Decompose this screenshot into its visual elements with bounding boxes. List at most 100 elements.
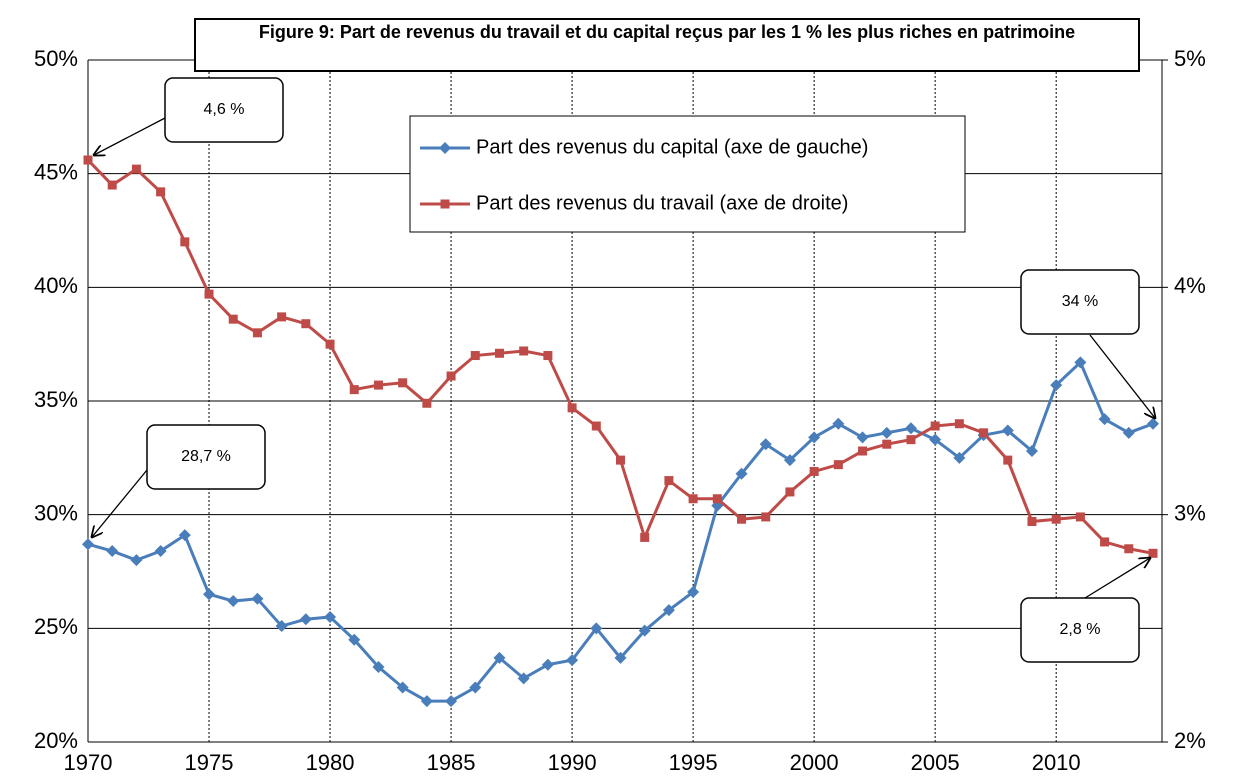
point bbox=[493, 651, 506, 664]
point bbox=[422, 398, 432, 408]
point bbox=[785, 487, 795, 497]
point bbox=[1074, 356, 1087, 369]
x-tick-label: 1995 bbox=[669, 750, 718, 775]
point bbox=[178, 529, 191, 542]
point bbox=[204, 289, 214, 299]
x-tick-label: 2010 bbox=[1032, 750, 1081, 775]
point bbox=[858, 446, 868, 456]
point bbox=[83, 155, 93, 165]
point bbox=[130, 554, 143, 567]
point bbox=[203, 588, 216, 601]
point bbox=[1003, 455, 1013, 465]
annotation-text: 4,6 % bbox=[204, 101, 245, 118]
point bbox=[82, 538, 94, 551]
point bbox=[1124, 544, 1134, 554]
annotation-arrow bbox=[1089, 334, 1155, 418]
point bbox=[929, 433, 942, 446]
legend-box bbox=[409, 115, 966, 233]
point bbox=[1050, 379, 1063, 392]
annotation-arrow bbox=[1084, 558, 1150, 599]
series-line bbox=[87, 359, 1154, 703]
y-tick-label: 35% bbox=[34, 387, 78, 412]
point bbox=[833, 460, 843, 470]
point bbox=[930, 421, 940, 431]
point bbox=[156, 187, 166, 197]
point bbox=[107, 180, 117, 190]
x-tick-label: 2000 bbox=[790, 750, 839, 775]
annotation-arrow bbox=[92, 469, 148, 537]
point bbox=[1051, 514, 1061, 524]
point bbox=[1001, 424, 1014, 437]
point bbox=[1147, 417, 1159, 430]
y2-tick-label: 3% bbox=[1174, 500, 1206, 525]
point bbox=[880, 426, 893, 439]
annotation-text: 2,8 % bbox=[1060, 621, 1101, 638]
point bbox=[737, 514, 747, 524]
point bbox=[469, 681, 482, 694]
point bbox=[227, 595, 240, 608]
y2-tick-label: 2% bbox=[1174, 728, 1206, 753]
point bbox=[494, 348, 504, 358]
point bbox=[638, 624, 651, 637]
x-tick-label: 1975 bbox=[185, 750, 234, 775]
point bbox=[904, 422, 917, 435]
point bbox=[591, 421, 601, 431]
x-tick-label: 1985 bbox=[427, 750, 476, 775]
legend-marker bbox=[439, 142, 451, 154]
point bbox=[541, 658, 554, 671]
point bbox=[519, 346, 529, 356]
annotation-box bbox=[146, 424, 266, 490]
annotation-text: 34 % bbox=[1062, 293, 1098, 310]
legend-label: Part des revenus du capital (axe de gauc… bbox=[476, 136, 868, 158]
point bbox=[396, 681, 409, 694]
point bbox=[1122, 426, 1135, 439]
point bbox=[1148, 548, 1158, 558]
point bbox=[180, 237, 190, 247]
point bbox=[1100, 537, 1110, 547]
point bbox=[325, 339, 335, 349]
annotation-box bbox=[1020, 269, 1140, 335]
y-tick-label: 30% bbox=[34, 500, 78, 525]
chart-title: Figure 9: Part de revenus du travail et … bbox=[194, 18, 1140, 72]
y-tick-label: 50% bbox=[34, 46, 78, 71]
point bbox=[566, 654, 579, 667]
point bbox=[154, 545, 167, 558]
legend-label: Part des revenus du travail (axe de droi… bbox=[476, 192, 848, 214]
y-tick-label: 20% bbox=[34, 728, 78, 753]
point bbox=[299, 613, 312, 626]
y-tick-label: 40% bbox=[34, 273, 78, 298]
point bbox=[783, 454, 796, 467]
point bbox=[832, 417, 845, 430]
point bbox=[809, 466, 819, 476]
point bbox=[590, 622, 603, 635]
x-tick-label: 2005 bbox=[911, 750, 960, 775]
point bbox=[1027, 516, 1037, 526]
point bbox=[277, 312, 287, 322]
annotation-box bbox=[164, 77, 284, 143]
point bbox=[348, 633, 361, 646]
y2-tick-label: 5% bbox=[1174, 46, 1206, 71]
point bbox=[808, 431, 821, 444]
x-tick-label: 1970 bbox=[64, 750, 113, 775]
y-tick-label: 25% bbox=[34, 614, 78, 639]
point bbox=[252, 328, 262, 338]
point bbox=[1098, 413, 1111, 426]
point bbox=[687, 585, 700, 598]
point bbox=[761, 512, 771, 522]
point bbox=[324, 610, 337, 623]
point bbox=[856, 431, 869, 444]
point bbox=[616, 455, 625, 465]
point bbox=[517, 672, 530, 685]
point bbox=[662, 604, 675, 617]
point bbox=[106, 545, 119, 558]
point bbox=[372, 660, 385, 673]
point bbox=[567, 403, 577, 413]
legend-marker bbox=[440, 199, 450, 209]
point bbox=[470, 351, 480, 361]
point bbox=[420, 695, 433, 708]
point bbox=[543, 351, 553, 361]
point bbox=[688, 494, 698, 504]
point bbox=[301, 319, 311, 329]
x-tick-label: 1990 bbox=[548, 750, 597, 775]
